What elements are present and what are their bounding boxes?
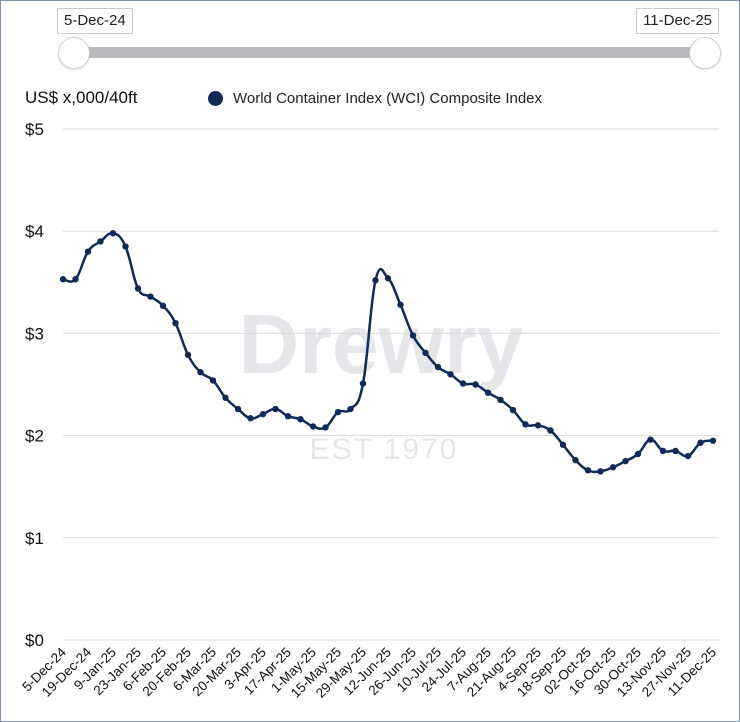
y-tick-label: $0 — [25, 631, 44, 650]
data-point — [559, 441, 567, 448]
data-point — [497, 396, 504, 404]
data-point — [422, 349, 429, 357]
data-point — [247, 415, 254, 422]
data-point — [347, 405, 354, 413]
data-point — [334, 408, 342, 416]
data-point — [672, 447, 679, 455]
y-tick-label: $2 — [25, 427, 44, 446]
data-point — [372, 277, 379, 284]
data-point — [209, 377, 217, 384]
data-point — [159, 302, 167, 310]
data-point — [484, 389, 492, 396]
watermark-brand: Drewry — [239, 297, 524, 391]
range-end-label: 11-Dec-25 — [636, 8, 719, 34]
data-point — [97, 238, 104, 245]
watermark-tagline: EST 1970 — [310, 433, 459, 466]
data-point — [397, 301, 404, 308]
data-point — [122, 243, 129, 250]
data-point — [697, 439, 704, 446]
data-point — [709, 437, 717, 444]
data-point — [434, 363, 442, 371]
y-axis-unit-label: US$ x,000/40ft — [25, 88, 138, 107]
data-point — [597, 468, 604, 475]
legend-label: World Container Index (WCI) Composite In… — [233, 90, 543, 107]
data-point — [547, 427, 554, 434]
range-slider-end-handle[interactable] — [689, 37, 721, 69]
data-point — [297, 416, 304, 423]
data-point — [684, 452, 692, 460]
data-point — [322, 424, 329, 431]
data-point — [84, 248, 92, 255]
data-point — [622, 457, 629, 465]
data-point — [447, 371, 454, 378]
data-point — [272, 405, 279, 413]
y-tick-label: $4 — [25, 222, 44, 241]
legend-marker — [208, 91, 223, 106]
data-point — [647, 436, 654, 443]
data-point — [534, 422, 542, 429]
legend[interactable]: World Container Index (WCI) Composite In… — [208, 90, 542, 107]
data-point — [472, 381, 479, 388]
y-tick-label: $1 — [25, 529, 44, 548]
data-point — [72, 276, 79, 283]
data-point — [522, 421, 529, 428]
range-slider-start-handle[interactable] — [58, 37, 90, 69]
y-tick-label: $3 — [25, 324, 44, 343]
data-point — [659, 447, 667, 455]
data-point — [459, 380, 467, 387]
data-point — [384, 275, 392, 282]
data-point — [284, 412, 292, 420]
data-point — [109, 230, 117, 237]
data-point — [172, 319, 179, 327]
data-point — [134, 285, 142, 292]
data-point — [184, 351, 192, 359]
data-point — [309, 423, 317, 430]
data-point — [572, 456, 579, 464]
data-point — [259, 410, 267, 418]
data-point — [222, 394, 229, 401]
data-point — [409, 332, 417, 339]
range-slider-track[interactable] — [71, 47, 705, 58]
data-point — [147, 293, 154, 300]
data-point — [609, 464, 617, 471]
data-point — [584, 467, 592, 474]
data-point — [59, 276, 67, 283]
data-point — [634, 450, 642, 458]
data-point — [197, 369, 204, 376]
data-point — [509, 406, 517, 414]
data-point — [234, 405, 242, 413]
y-tick-label: $5 — [25, 120, 44, 139]
range-start-label: 5-Dec-24 — [57, 8, 133, 34]
data-point — [359, 380, 367, 387]
